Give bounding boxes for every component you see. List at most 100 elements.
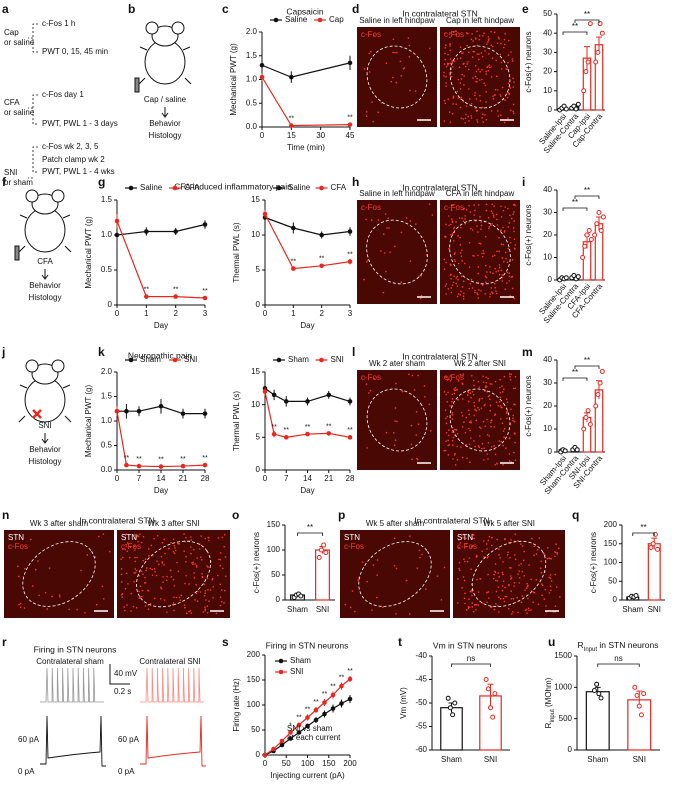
cell-dot	[170, 541, 172, 544]
cell-dot	[444, 52, 446, 55]
cell-dot	[192, 561, 195, 564]
significance: **	[289, 115, 295, 122]
cell-dot	[468, 606, 471, 608]
cell-dot	[200, 535, 202, 537]
cell-dot	[493, 205, 495, 207]
point	[319, 232, 324, 238]
cell-dot	[482, 375, 484, 378]
cell-dot	[190, 536, 192, 538]
cell-dot	[467, 607, 470, 609]
cell-dot	[185, 555, 187, 558]
significance: ns	[467, 654, 475, 663]
significance-bracket	[297, 532, 323, 536]
cell-dot	[176, 561, 178, 564]
point	[322, 711, 327, 717]
cell-dot	[463, 421, 465, 423]
cell-dot	[512, 419, 514, 422]
data-point	[595, 392, 601, 397]
legend-marker	[172, 185, 178, 191]
cell-dot	[471, 602, 474, 604]
cell-dot	[446, 64, 449, 66]
cell-dot	[491, 383, 493, 385]
cell-dot	[457, 235, 459, 237]
point	[259, 62, 265, 68]
cell-dot	[395, 81, 398, 84]
cell-dot	[189, 610, 192, 612]
cell-dot	[480, 228, 482, 231]
cell-dot	[486, 591, 488, 594]
cell-dot	[474, 445, 476, 448]
point	[289, 74, 294, 80]
cell-dot	[486, 548, 488, 550]
mouse-ear	[25, 189, 39, 203]
cell-dot	[443, 258, 446, 261]
cell-dot	[520, 601, 523, 604]
cell-dot	[16, 565, 19, 568]
image-title: In contralateral STN	[79, 515, 155, 525]
y-tick-label: 100	[247, 700, 261, 709]
bar	[594, 389, 604, 453]
cell-dot	[163, 538, 166, 541]
protocol-group: SNI	[4, 168, 17, 177]
chart-title: Neuropathic pain	[128, 350, 193, 360]
cell-dot	[161, 562, 164, 564]
data-point	[594, 221, 600, 227]
data-point	[585, 59, 591, 65]
data-point	[316, 555, 322, 560]
point	[305, 715, 310, 720]
cell-dot	[371, 101, 373, 103]
cell-dot	[51, 595, 53, 598]
significance: **	[572, 368, 578, 377]
cell-dot	[477, 604, 480, 606]
cell-dot	[445, 283, 448, 285]
cell-dot	[505, 447, 507, 450]
cell-dot	[377, 219, 380, 221]
cell-dot	[546, 557, 549, 560]
data-point	[592, 232, 598, 238]
significance: **	[124, 455, 130, 462]
cell-dot	[477, 58, 480, 61]
cell-dot	[454, 260, 456, 263]
cell-dot	[451, 398, 454, 400]
cell-dot	[475, 419, 478, 422]
micrograph	[357, 27, 437, 127]
cell-dot	[518, 564, 520, 566]
cell-dot	[499, 557, 502, 559]
cell-dot	[500, 243, 503, 245]
legend-label: Sham	[290, 656, 311, 665]
cell-dot	[476, 119, 478, 121]
scale-label: 40 mV	[114, 669, 138, 678]
data-point	[585, 408, 591, 414]
cell-dot	[120, 573, 123, 576]
cell-dot	[220, 589, 223, 591]
cell-dot	[476, 225, 478, 227]
cell-dot	[518, 582, 521, 584]
cell-dot	[508, 93, 511, 96]
point	[180, 463, 186, 469]
cell-dot	[445, 82, 447, 84]
legend-label: Saline	[288, 183, 311, 192]
cell-dot	[473, 537, 476, 540]
cell-dot	[215, 612, 218, 615]
cell-dot	[129, 546, 132, 548]
cell-dot	[481, 106, 484, 109]
cell-dot	[86, 554, 89, 556]
cell-dot	[490, 44, 493, 46]
cell-dot	[464, 592, 466, 595]
cell-dot	[166, 611, 168, 613]
cell-dot	[514, 441, 516, 444]
y-tick-label: 1.5	[246, 51, 258, 60]
x-tick-label: 0	[263, 309, 268, 318]
cell-dot	[193, 577, 196, 579]
cell-dot	[510, 539, 512, 541]
cell-dot	[465, 443, 468, 446]
y-tick-label: -55	[415, 722, 427, 731]
cell-dot	[489, 224, 492, 227]
cell-dot	[466, 44, 468, 47]
cell-dot	[530, 609, 532, 611]
cell-dot	[59, 595, 61, 598]
cell-dot	[418, 549, 421, 552]
cell-dot	[481, 442, 484, 445]
y-tick-label: 200	[604, 520, 618, 529]
cell-dot	[363, 278, 365, 281]
